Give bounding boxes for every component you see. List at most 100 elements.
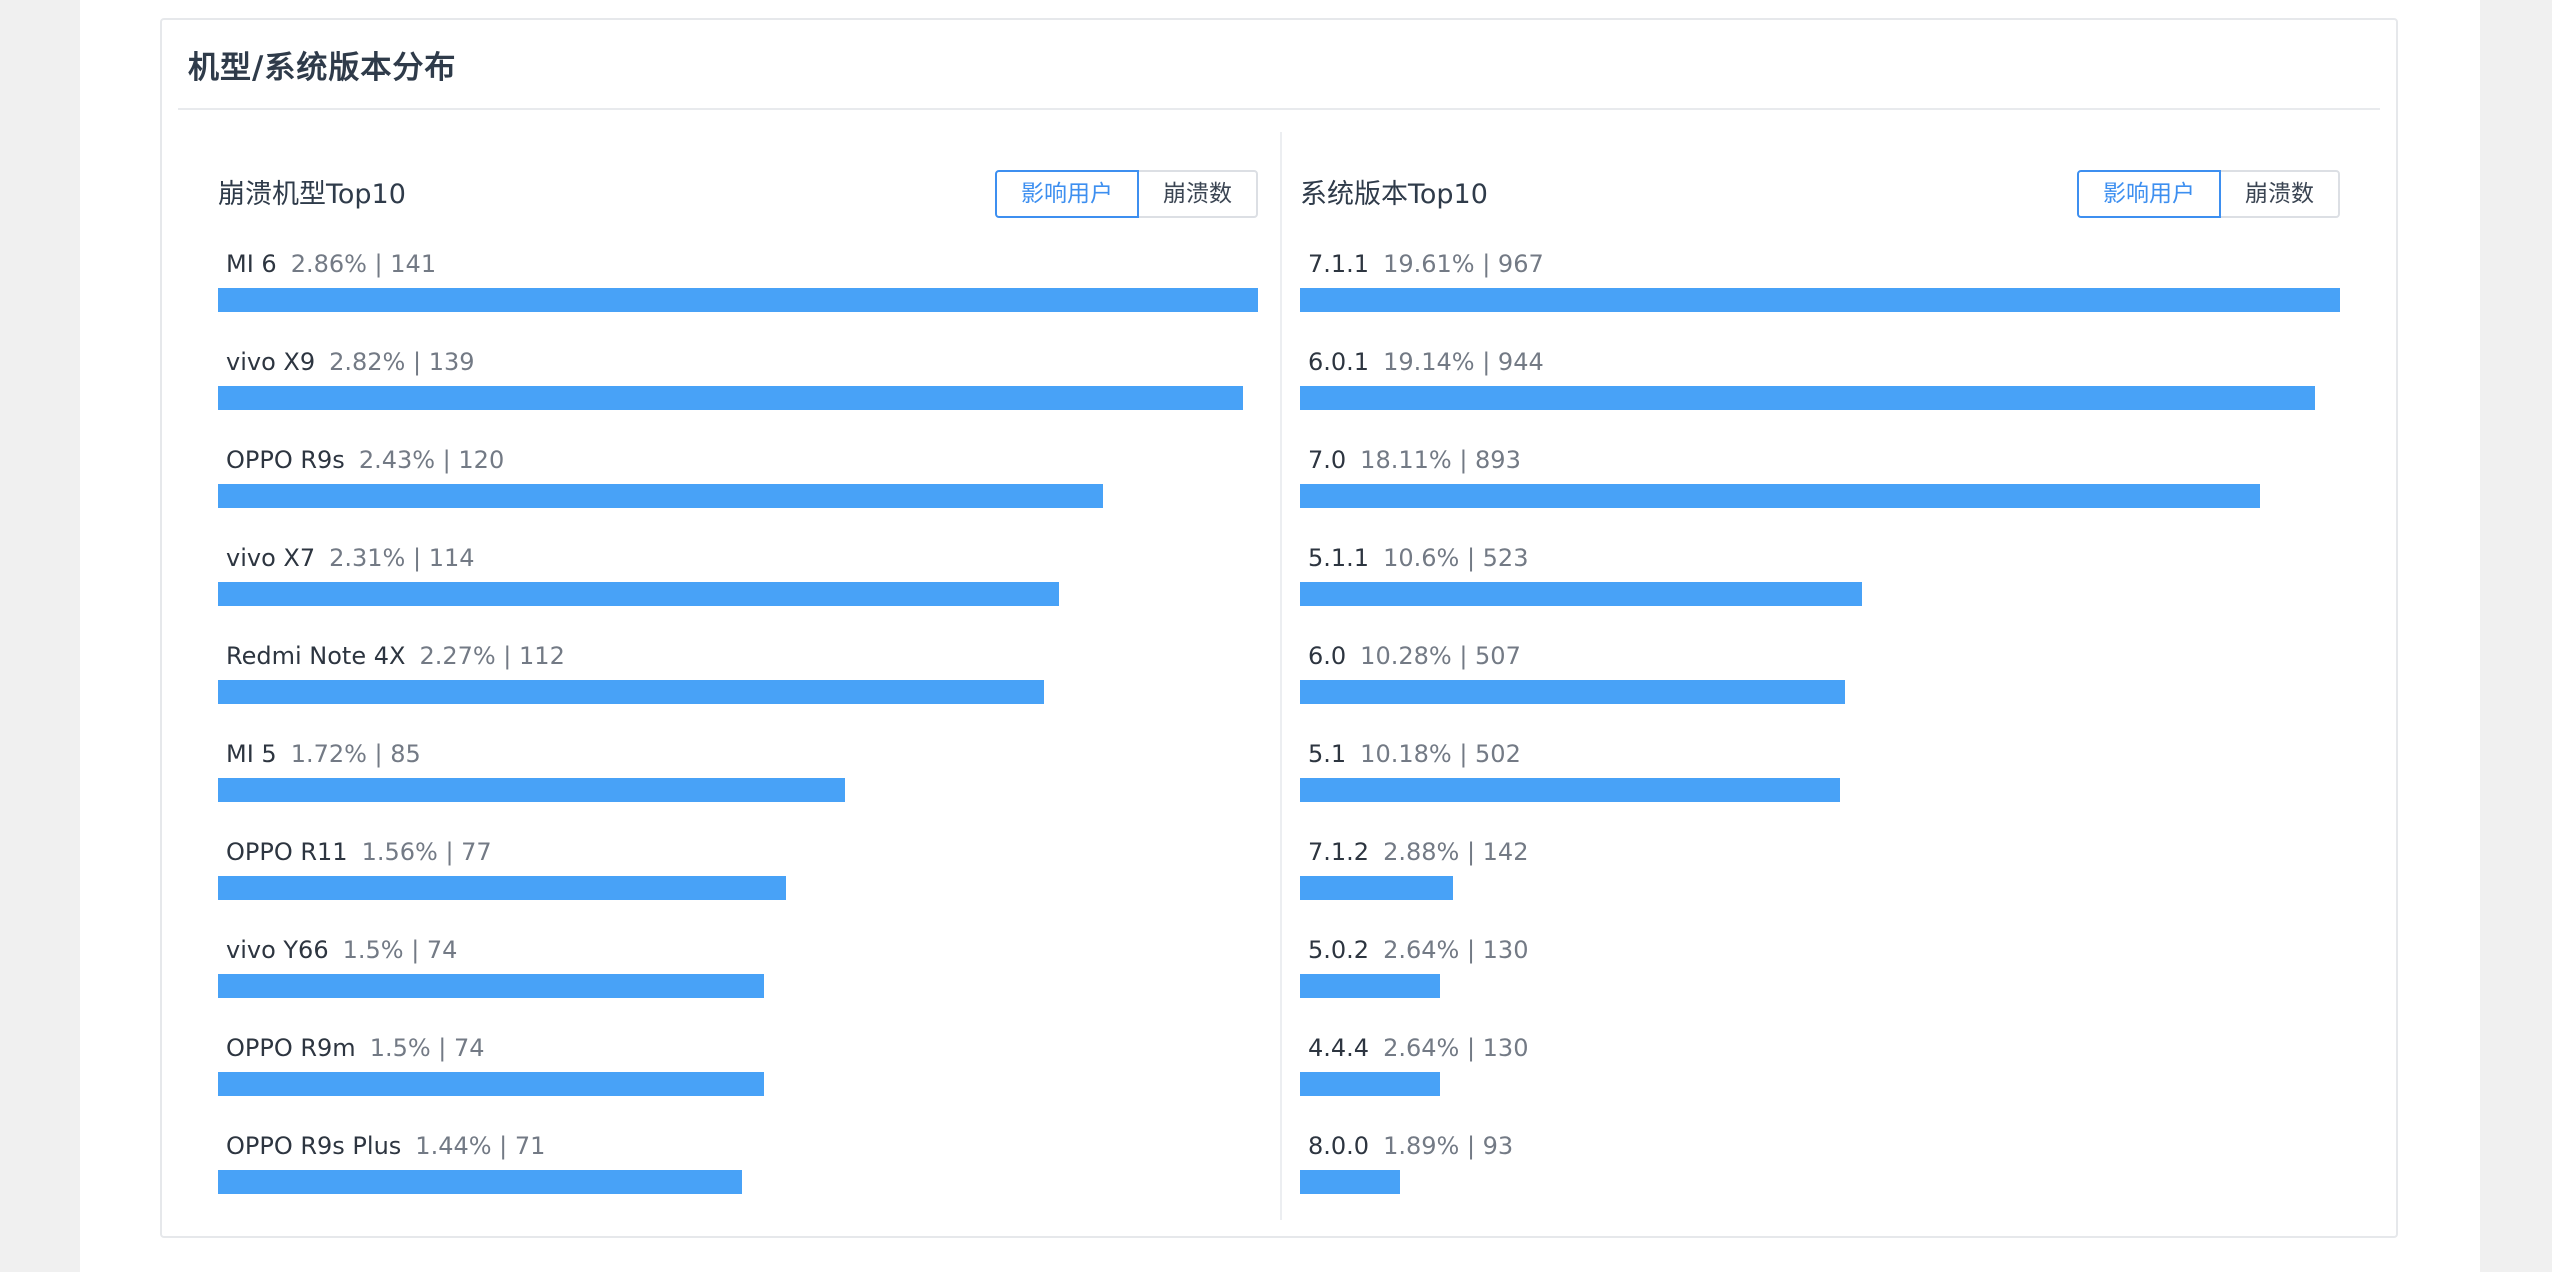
bar-label: vivo X9 2.82% | 139 [226, 348, 475, 376]
bar [1300, 1170, 1400, 1194]
bar [1300, 680, 1845, 704]
bar-track [1300, 1170, 2340, 1194]
crash-count-button[interactable]: 崩溃数 [2219, 170, 2340, 218]
bar-row: 8.0.0 1.89% | 93 [1300, 1132, 2340, 1230]
bar-label: 7.0 18.11% | 893 [1308, 446, 1521, 474]
bar [1300, 974, 1440, 998]
affected-users-button[interactable]: 影响用户 [995, 170, 1139, 218]
bar-track [218, 680, 1258, 704]
bar-track [1300, 582, 2340, 606]
bar-row: 7.1.1 19.61% | 967 [1300, 250, 2340, 348]
bar-track [1300, 680, 2340, 704]
bar-value-label: 1.72% | 85 [290, 740, 421, 768]
bar-row: 7.1.2 2.88% | 142 [1300, 838, 2340, 936]
bar-value-label: 10.6% | 523 [1383, 544, 1529, 572]
bar-category-label: 7.0 [1308, 446, 1347, 474]
bar-label: 7.1.1 19.61% | 967 [1308, 250, 1544, 278]
bar-value-label: 2.82% | 139 [329, 348, 475, 376]
bar [218, 974, 764, 998]
bar-value-label: 2.64% | 130 [1383, 1034, 1529, 1062]
metric-toggle: 影响用户 崩溃数 [995, 170, 1258, 218]
bar-label: 4.4.4 2.64% | 130 [1308, 1034, 1528, 1062]
card-divider [178, 108, 2380, 110]
bar-label: 5.0.2 2.64% | 130 [1308, 936, 1528, 964]
crash-count-button[interactable]: 崩溃数 [1137, 170, 1258, 218]
bar-category-label: Redmi Note 4X [226, 642, 406, 670]
bar-value-label: 1.89% | 93 [1383, 1132, 1514, 1160]
bar [218, 484, 1103, 508]
bar-label: 6.0.1 19.14% | 944 [1308, 348, 1544, 376]
bar-track [218, 1170, 1258, 1194]
bar [1300, 876, 1453, 900]
bar-value-label: 1.5% | 74 [342, 936, 458, 964]
bar-label: vivo Y66 1.5% | 74 [226, 936, 457, 964]
bar-category-label: 5.1 [1308, 740, 1347, 768]
bar-label: vivo X7 2.31% | 114 [226, 544, 475, 572]
bar-row: vivo Y66 1.5% | 74 [218, 936, 1258, 1034]
bar [218, 680, 1044, 704]
bar-value-label: 18.11% | 893 [1360, 446, 1521, 474]
bar-value-label: 1.5% | 74 [369, 1034, 485, 1062]
bar-label: MI 6 2.86% | 141 [226, 250, 436, 278]
bar [1300, 582, 1862, 606]
bar-track [1300, 288, 2340, 312]
bar-category-label: vivo X7 [226, 544, 316, 572]
bar-row: MI 5 1.72% | 85 [218, 740, 1258, 838]
bar-category-label: 7.1.2 [1308, 838, 1370, 866]
bar-value-label: 19.61% | 967 [1383, 250, 1544, 278]
bar-label: 5.1.1 10.6% | 523 [1308, 544, 1528, 572]
bar-value-label: 2.43% | 120 [358, 446, 505, 474]
bar-track [1300, 876, 2340, 900]
bar-category-label: 6.0 [1308, 642, 1347, 670]
bar-value-label: 10.28% | 507 [1360, 642, 1521, 670]
distribution-card: 机型/系统版本分布 崩溃机型Top10 影响用户 崩溃数 MI 6 2.86% |… [160, 18, 2398, 1238]
bar-value-label: 2.88% | 142 [1383, 838, 1529, 866]
bar-row: MI 6 2.86% | 141 [218, 250, 1258, 348]
bar [218, 386, 1243, 410]
bar-label: MI 5 1.72% | 85 [226, 740, 421, 768]
bar-row: 5.1 10.18% | 502 [1300, 740, 2340, 838]
bar-row: vivo X7 2.31% | 114 [218, 544, 1258, 642]
bar-track [218, 876, 1258, 900]
bar-track [1300, 1072, 2340, 1096]
bar-category-label: 5.0.2 [1308, 936, 1370, 964]
card-title: 机型/系统版本分布 [188, 50, 457, 86]
affected-users-button[interactable]: 影响用户 [2077, 170, 2221, 218]
bar-label: 7.1.2 2.88% | 142 [1308, 838, 1528, 866]
bar-row: OPPO R9s Plus 1.44% | 71 [218, 1132, 1258, 1230]
panel-divider [1280, 132, 1282, 1220]
bar [1300, 484, 2260, 508]
bar-value-label: 2.27% | 112 [419, 642, 565, 670]
bar-label: OPPO R9s 2.43% | 120 [226, 446, 504, 474]
bar-category-label: 7.1.1 [1308, 250, 1370, 278]
bar-value-label: 19.14% | 944 [1383, 348, 1544, 376]
bar-track [218, 1072, 1258, 1096]
bar-label: OPPO R9m 1.5% | 74 [226, 1034, 485, 1062]
bar-label: OPPO R9s Plus 1.44% | 71 [226, 1132, 545, 1160]
bar-category-label: 6.0.1 [1308, 348, 1370, 376]
bar-label: Redmi Note 4X 2.27% | 112 [226, 642, 565, 670]
bar-label: 6.0 10.28% | 507 [1308, 642, 1521, 670]
bar-row: 7.0 18.11% | 893 [1300, 446, 2340, 544]
bar-row: vivo X9 2.82% | 139 [218, 348, 1258, 446]
bar [218, 778, 845, 802]
bar-track [218, 386, 1258, 410]
bar-category-label: OPPO R9s [226, 446, 345, 474]
bar-track [218, 484, 1258, 508]
bar-track [1300, 484, 2340, 508]
bar-value-label: 2.31% | 114 [329, 544, 475, 572]
bar-row: OPPO R11 1.56% | 77 [218, 838, 1258, 936]
bar-label: 5.1 10.18% | 502 [1308, 740, 1521, 768]
bar-row: Redmi Note 4X 2.27% | 112 [218, 642, 1258, 740]
bar-label: 8.0.0 1.89% | 93 [1308, 1132, 1513, 1160]
bar-category-label: MI 5 [226, 740, 277, 768]
bar-row: OPPO R9s 2.43% | 120 [218, 446, 1258, 544]
bar-track [218, 582, 1258, 606]
bar-track [218, 288, 1258, 312]
bar-category-label: OPPO R9s Plus [226, 1132, 402, 1160]
bar [218, 582, 1059, 606]
bar-value-label: 2.64% | 130 [1383, 936, 1529, 964]
bar [1300, 386, 2315, 410]
bar-row: 4.4.4 2.64% | 130 [1300, 1034, 2340, 1132]
bar-row: 6.0.1 19.14% | 944 [1300, 348, 2340, 446]
